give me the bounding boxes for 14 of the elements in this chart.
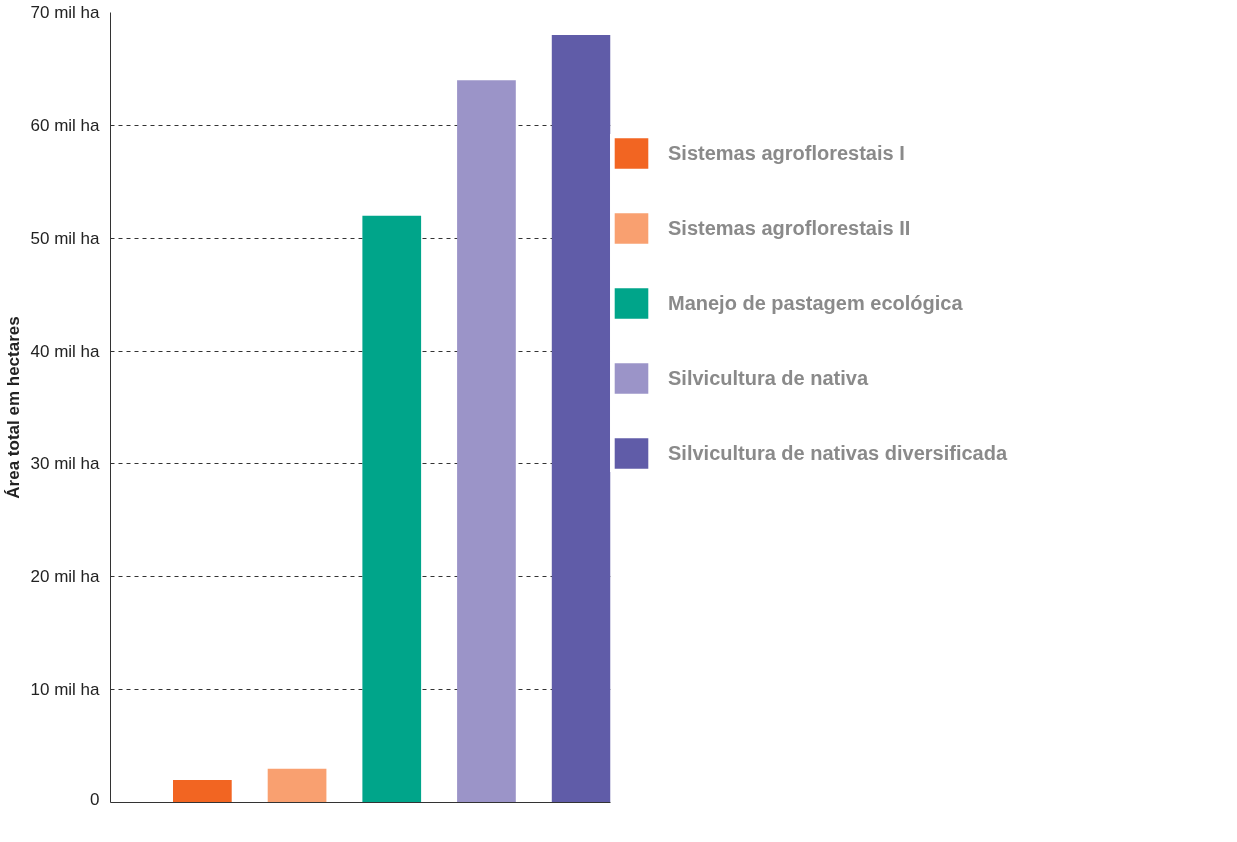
y-tick-label: 40 mil ha bbox=[30, 341, 101, 361]
y-tick-label: 60 mil ha bbox=[30, 115, 101, 135]
y-tick-label: 20 mil ha bbox=[30, 567, 101, 587]
legend-label: Manejo de pastagem ecológica bbox=[668, 291, 963, 315]
y-tick-label: 50 mil ha bbox=[30, 228, 101, 248]
legend-label: Silvicultura de nativa bbox=[668, 366, 869, 390]
y-axis-title: Área total em hectares bbox=[3, 316, 23, 499]
y-tick-label: 70 mil ha bbox=[30, 3, 101, 22]
legend-label: Sistemas agroflorestais II bbox=[668, 216, 911, 240]
legend-label: Sistemas agroflorestais I bbox=[668, 141, 905, 165]
y-tick-label: 10 mil ha bbox=[30, 680, 101, 700]
legend-label: Silvicultura de nativas diversificada bbox=[668, 441, 1008, 465]
y-tick-label: 30 mil ha bbox=[30, 454, 101, 474]
y-tick-label: 0 bbox=[90, 789, 100, 809]
